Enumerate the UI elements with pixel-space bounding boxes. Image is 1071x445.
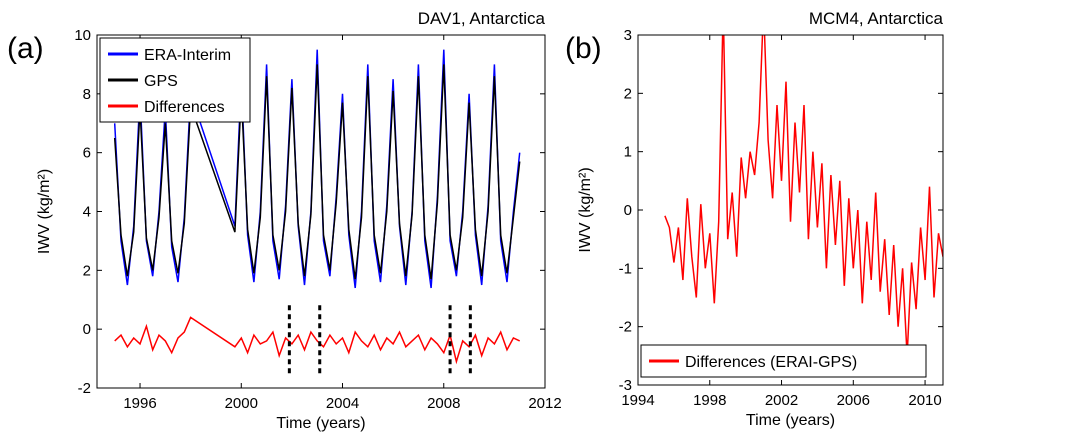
legend-label: GPS [144, 73, 178, 90]
x-tick-label: 2000 [225, 395, 258, 412]
panel-label: (a) [7, 32, 44, 65]
y-tick-label: 8 [83, 86, 91, 103]
y-tick-label: 2 [83, 262, 91, 279]
legend-label: Differences [144, 99, 225, 116]
panel-label: (b) [565, 32, 602, 65]
x-tick-label: 2010 [908, 392, 941, 409]
y-tick-label: -2 [78, 380, 91, 397]
legend-box [640, 344, 927, 378]
y-tick-label: 10 [74, 27, 91, 44]
y-axis-label: IWV (kg/m²) [36, 169, 53, 254]
y-axis-label: IWV (kg/m²) [577, 167, 594, 252]
y-tick-label: -1 [619, 260, 632, 277]
x-tick-label: 2008 [427, 395, 460, 412]
x-tick-label: 2004 [326, 395, 359, 412]
chart-title: MCM4, Antarctica [809, 9, 944, 28]
data-line [114, 316, 521, 365]
y-tick-label: 4 [83, 204, 91, 221]
chart-title: DAV1, Antarctica [418, 9, 546, 28]
y-tick-label: -2 [619, 319, 632, 336]
x-tick-label: 2002 [765, 392, 798, 409]
x-tick-label: 1996 [123, 395, 156, 412]
x-tick-label: 2012 [528, 395, 561, 412]
y-tick-label: 0 [83, 321, 91, 338]
x-axis-label: Time (years) [746, 412, 835, 429]
y-tick-label: -3 [619, 377, 632, 394]
y-tick-label: 3 [624, 27, 632, 44]
data-line [113, 64, 521, 280]
x-tick-label: 2006 [837, 392, 870, 409]
data-line [664, 35, 943, 356]
x-axis-label: Time (years) [276, 415, 365, 432]
y-tick-label: 6 [83, 145, 91, 162]
x-tick-label: 1998 [693, 392, 726, 409]
y-tick-label: 2 [624, 85, 632, 102]
x-tick-label: 1994 [621, 392, 654, 409]
legend-label: ERA-Interim [144, 47, 231, 64]
y-tick-label: 1 [624, 144, 632, 161]
legend-label: Differences (ERAI-GPS) [685, 354, 857, 371]
y-tick-label: 0 [624, 202, 632, 219]
